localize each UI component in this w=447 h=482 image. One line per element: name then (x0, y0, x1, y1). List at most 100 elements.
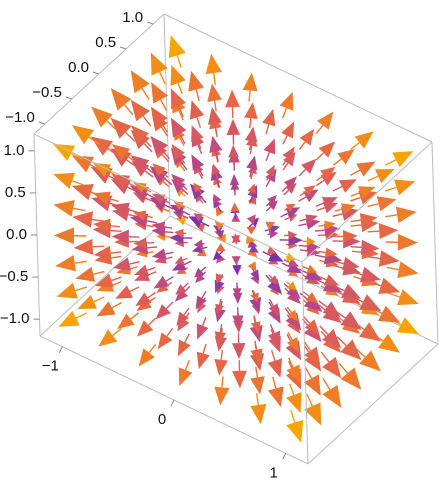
arrow-head (286, 285, 301, 299)
arrow-shaft (298, 141, 306, 151)
vector-arrow-1-5-6 (188, 70, 204, 102)
vector-arrow-5-0-1 (250, 366, 265, 395)
arrow-shaft (248, 196, 254, 204)
arrow-shaft (183, 307, 190, 316)
arrow-shaft (180, 183, 188, 191)
vector-arrow-3-4-5 (246, 155, 258, 178)
arrow-shaft (299, 218, 307, 222)
arrow-shaft (368, 281, 382, 287)
vector-arrow-2-5-6 (225, 89, 240, 118)
arrow-head (191, 154, 205, 171)
x-tick-0 (58, 346, 63, 353)
vector-arrow-2-0-3 (133, 264, 156, 276)
vector-arrow-0-1-0 (77, 294, 105, 310)
arrow-shaft (386, 266, 399, 271)
arrow-head (215, 206, 225, 217)
arrow-head (249, 325, 263, 343)
arrow-head (155, 304, 171, 320)
arrow-head (174, 255, 185, 265)
arrow-head (244, 102, 258, 120)
y-tick-label-2: 0.0 (68, 59, 89, 76)
arrow-head (151, 193, 166, 205)
arrow-shaft (265, 124, 270, 135)
arrow-shaft (123, 104, 134, 116)
vector-arrow-4-3-4 (264, 224, 281, 234)
vector-arrow-0-3-6 (110, 88, 134, 116)
arrow-head (304, 319, 320, 335)
box-edge-4 (301, 261, 309, 465)
box-edge-3 (307, 343, 439, 465)
vector-arrow-3-1-0 (196, 343, 210, 370)
vector-arrow-5-4-5 (315, 197, 338, 209)
vector-arrow-5-1-5 (266, 245, 277, 255)
arrow-shaft (179, 137, 185, 147)
arrow-head (375, 168, 395, 184)
arrow-head (193, 182, 203, 193)
arrow-head (189, 183, 205, 200)
arrow-head (212, 250, 223, 261)
arrow-head (207, 107, 222, 125)
vector-arrow-5-5-5 (332, 179, 357, 193)
arrow-shaft (93, 296, 105, 303)
y-tick-0 (38, 121, 45, 125)
vector-arrow-3-0-2 (176, 307, 190, 327)
arrow-head (286, 337, 300, 353)
arrow-shaft (302, 290, 310, 297)
vector-arrow-3-0-6 (173, 201, 186, 211)
arrow-head (322, 384, 342, 408)
arrow-shaft (283, 259, 290, 264)
vector-arrow-3-4-2 (248, 244, 259, 253)
arrow-head (288, 230, 298, 240)
y-tick-1 (65, 96, 73, 100)
arrow-shaft (75, 286, 88, 292)
arrow-head (305, 292, 319, 304)
arrow-shaft (126, 159, 137, 168)
arrow-shaft (141, 87, 150, 100)
arrow-head (113, 257, 132, 271)
arrow-shaft (306, 393, 313, 407)
arrow-head (285, 203, 296, 213)
arrow-shaft (148, 317, 157, 326)
arrow-shaft (219, 250, 224, 255)
arrow-shaft (250, 172, 254, 180)
arrow-head (247, 194, 257, 205)
y-tick-label-0: −1.0 (5, 109, 35, 126)
z-tick-label-1: −0.5 (0, 268, 28, 285)
arrow-head (321, 197, 338, 209)
vector-arrow-2-1-5 (151, 193, 171, 205)
box-edge-1 (39, 215, 171, 337)
vector-arrow-2-0-6 (133, 182, 152, 193)
arrow-shaft (298, 244, 308, 247)
arrow-head (136, 320, 154, 337)
arrow-shaft (130, 312, 140, 320)
vector-arrow-2-1-3 (151, 248, 174, 260)
vector-arrow-1-0-6 (92, 162, 118, 178)
arrow-head (247, 183, 256, 194)
arrow-head (299, 128, 315, 146)
vector-arrow-0-1-3 (72, 211, 105, 228)
x-tick-label-1: 0 (158, 411, 166, 428)
arrow-head (111, 144, 131, 161)
z-tick-label-0: −1.0 (0, 310, 30, 327)
arrow-shaft (350, 270, 363, 276)
arrow-head (267, 278, 283, 295)
arrow-head (188, 70, 204, 92)
arrow-head (193, 239, 204, 249)
arrow-shaft (284, 217, 290, 221)
y-tick-label-4: 1.0 (122, 9, 143, 26)
arrow-head (115, 285, 134, 299)
arrow-head (397, 261, 419, 278)
arrow-head (205, 53, 222, 75)
arrow-head (250, 269, 260, 281)
arrow-shaft (367, 175, 379, 182)
arrow-head (395, 206, 417, 224)
vector-arrow-2-6-1 (246, 226, 257, 235)
vector-arrow-4-1-6 (230, 202, 240, 212)
arrow-shaft (318, 250, 326, 254)
arrow-head (250, 321, 261, 334)
vector-arrow-5-2-5 (284, 230, 298, 240)
arrow-head (249, 296, 261, 313)
vector-arrow-6-0-3 (286, 331, 300, 353)
arrow-shaft (148, 343, 157, 354)
